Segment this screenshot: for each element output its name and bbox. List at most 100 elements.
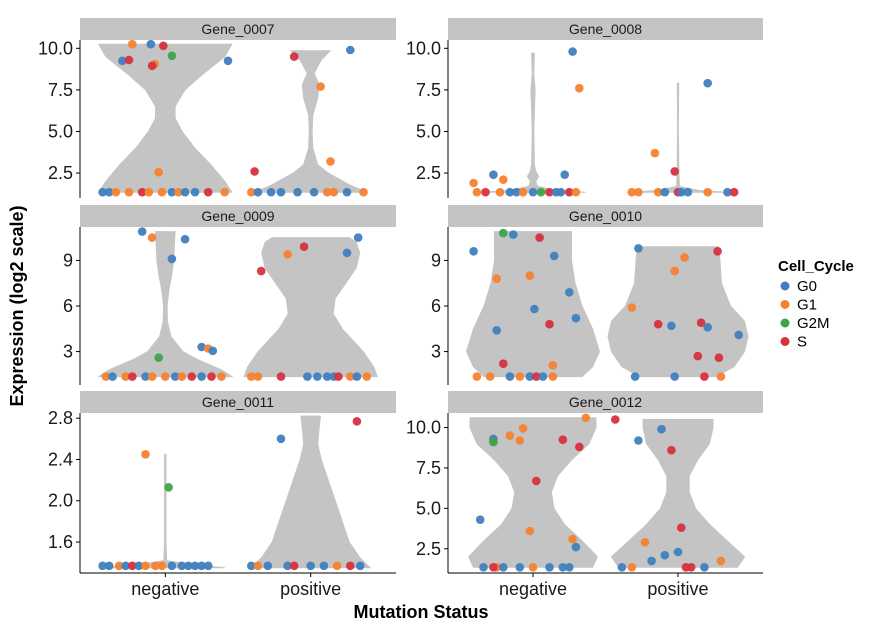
point-g0 — [512, 187, 521, 197]
point-g0 — [660, 187, 670, 197]
point-g1 — [157, 187, 167, 197]
point-g1 — [147, 372, 157, 381]
point-g0 — [203, 561, 213, 571]
point-g1 — [322, 187, 332, 197]
point-s — [346, 561, 355, 571]
point-g0 — [525, 372, 535, 381]
point-g0 — [180, 187, 190, 197]
y-tick-label: 6 — [431, 296, 441, 316]
point-g1 — [716, 556, 726, 566]
point-s — [558, 435, 568, 445]
point-g1 — [505, 431, 515, 440]
point-s — [159, 41, 168, 51]
facet-grid: Gene_0007 2.5 5.0 7.5 10.0 Gene_0008 2.5 5.0 7.5… — [38, 18, 763, 599]
violin-negative — [97, 43, 233, 193]
point-g1 — [157, 561, 167, 571]
point-s — [128, 561, 137, 571]
point-g1 — [548, 372, 558, 381]
point-g1 — [627, 563, 637, 572]
point-g2m — [499, 228, 508, 238]
facet-gene_0008: Gene_0008 2.5 5.0 7.5 10.0 — [406, 18, 763, 198]
y-tick-label: 5.0 — [48, 121, 73, 141]
y-tick-label: 5.0 — [416, 121, 441, 141]
point-g1 — [247, 187, 256, 197]
point-g0 — [568, 47, 577, 56]
point-g1 — [177, 372, 187, 381]
point-g1 — [575, 83, 584, 93]
point-g1 — [253, 372, 263, 381]
point-g1 — [703, 187, 712, 197]
point-g0 — [253, 187, 263, 197]
point-g0 — [146, 39, 156, 49]
point-g2m — [489, 437, 498, 447]
y-tick-label: 2.8 — [48, 408, 73, 428]
legend-label-g2m: G2M — [797, 315, 830, 332]
point-s — [187, 372, 196, 381]
point-g0 — [505, 372, 515, 381]
facet-strip — [448, 18, 763, 40]
point-s — [700, 372, 709, 381]
point-s — [299, 242, 309, 251]
point-g1 — [627, 187, 637, 197]
point-g1 — [525, 271, 535, 280]
point-g0 — [184, 561, 193, 571]
violin-negative — [468, 417, 598, 568]
violin-negative — [105, 453, 225, 569]
violin-negative — [97, 231, 234, 378]
point-g1 — [653, 187, 663, 197]
point-g0 — [167, 561, 177, 571]
point-g0 — [319, 561, 329, 571]
point-g1 — [114, 561, 124, 571]
y-tick-label: 2.5 — [416, 163, 441, 183]
point-g0 — [137, 227, 147, 236]
point-g0 — [309, 187, 319, 197]
point-s — [334, 372, 343, 381]
point-g0 — [673, 547, 683, 557]
legend-title: Cell_Cycle — [778, 258, 854, 275]
facet-strip-label: Gene_0010 — [569, 208, 642, 224]
point-g0 — [560, 170, 569, 179]
point-s — [256, 266, 266, 276]
point-g1 — [485, 372, 495, 381]
y-tick-label: 9 — [431, 250, 441, 270]
point-g1 — [472, 187, 482, 197]
point-g0 — [303, 372, 312, 381]
point-s — [532, 476, 541, 486]
point-g0 — [141, 372, 150, 381]
legend-label-g0: G0 — [797, 278, 817, 295]
point-g0 — [353, 233, 363, 242]
point-g0 — [276, 187, 286, 197]
y-tick-label: 7.5 — [416, 458, 441, 478]
point-g0 — [108, 372, 117, 381]
point-g0 — [170, 372, 180, 381]
y-tick-label: 2.4 — [48, 449, 73, 469]
point-g0 — [104, 187, 114, 197]
point-g0 — [167, 187, 177, 197]
x-tick-label-positive: positive — [280, 579, 341, 599]
point-g0 — [190, 561, 200, 571]
point-g0 — [565, 288, 574, 297]
point-g0 — [528, 187, 538, 197]
point-g0 — [197, 561, 206, 571]
y-axis-title: Expression (log2 scale) — [7, 205, 27, 406]
point-g0 — [342, 248, 352, 258]
point-s — [481, 187, 490, 197]
point-g0 — [293, 187, 302, 197]
point-g0 — [571, 313, 581, 323]
point-g1 — [332, 561, 342, 571]
point-g0 — [703, 78, 712, 88]
point-g1 — [716, 372, 726, 381]
facet-strip-label: Gene_0008 — [569, 21, 642, 37]
point-g0 — [617, 563, 627, 572]
point-s — [137, 187, 147, 197]
point-g1 — [515, 372, 525, 381]
y-tick-label: 5.0 — [416, 498, 441, 518]
point-g0 — [223, 56, 233, 66]
point-g0 — [313, 372, 322, 381]
point-s — [203, 187, 213, 197]
point-g0 — [505, 187, 515, 197]
point-g0 — [134, 561, 144, 571]
point-s — [696, 318, 706, 328]
y-tick-label: 7.5 — [48, 80, 73, 100]
point-g0 — [489, 170, 498, 179]
